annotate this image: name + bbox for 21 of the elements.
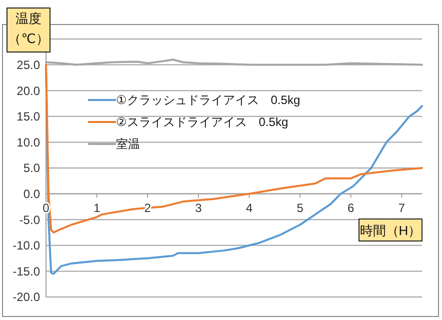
y-tick-label: -5.0 xyxy=(19,212,40,227)
x-tick-label: 6 xyxy=(348,200,355,215)
y-axis-title: 温度（℃） xyxy=(8,11,49,46)
y-tick-label: 0.0 xyxy=(23,187,40,201)
y-tick-label: 15.0 xyxy=(16,110,40,124)
x-tick-label: 7 xyxy=(398,200,406,215)
x-axis-title: 時間（H） xyxy=(360,223,422,238)
legend-label: 室温 xyxy=(116,137,140,152)
y-tick-label: 20.0 xyxy=(16,84,40,98)
y-tick-label: 25.0 xyxy=(16,58,40,72)
y-tick-label: -10.0 xyxy=(12,238,40,253)
x-tick-label: 4 xyxy=(246,200,253,215)
x-tick-label: 3 xyxy=(195,200,202,215)
y-tick-label: -20.0 xyxy=(12,290,40,304)
x-tick-label: 5 xyxy=(296,200,304,215)
x-tick-label: 1 xyxy=(93,200,100,215)
y-tick-label: 5.0 xyxy=(23,161,40,176)
legend-label: ②スライスドライアイス 0.5kg xyxy=(116,115,288,130)
y-tick-label: -15.0 xyxy=(12,264,40,278)
legend-label: ①クラッシュドライアイス 0.5kg xyxy=(116,93,300,108)
y-tick-label: 10.0 xyxy=(16,135,40,150)
